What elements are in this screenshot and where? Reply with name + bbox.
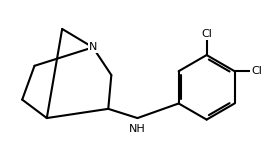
Text: Cl: Cl [201,29,212,39]
Text: Cl: Cl [251,66,262,76]
Text: N: N [89,42,97,52]
Text: NH: NH [129,125,146,135]
